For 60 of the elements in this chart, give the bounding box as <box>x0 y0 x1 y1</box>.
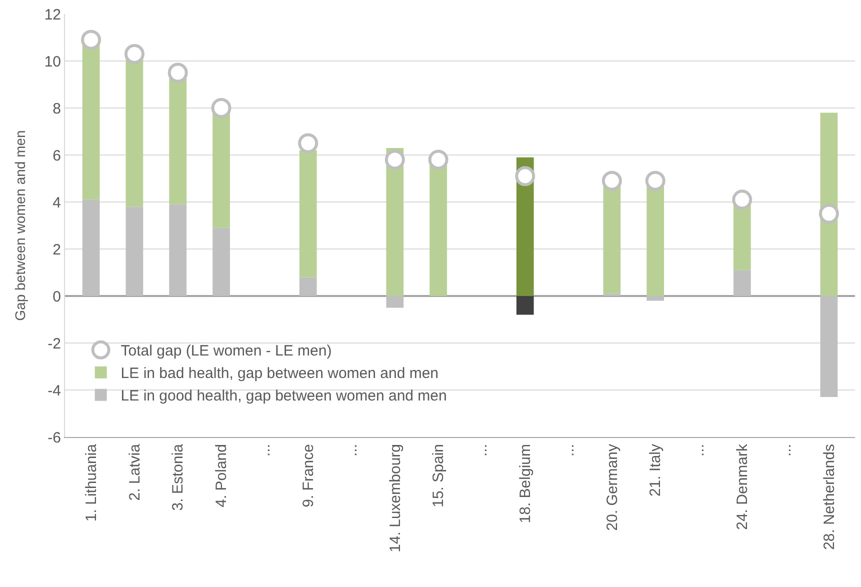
y-tick-label: 12 <box>44 6 61 24</box>
bar <box>386 296 404 308</box>
x-tick-label: 4. Poland <box>213 444 230 508</box>
y-tick-label: 4 <box>52 194 61 212</box>
y-tick-label: 2 <box>52 241 61 258</box>
x-tick-label: ... <box>343 444 360 457</box>
bar <box>603 183 621 294</box>
x-tick-label: ... <box>474 444 491 457</box>
x-tick-label: 2. Latvia <box>126 443 144 501</box>
bar <box>299 150 317 278</box>
bar <box>646 296 664 301</box>
x-tick-label: ... <box>690 444 708 457</box>
bar <box>126 58 144 207</box>
y-tick-label: -4 <box>48 382 61 400</box>
point <box>211 98 232 118</box>
x-tick-label: 28. Netherlands <box>820 444 838 550</box>
legend-label: LE in good health, gap between women and men <box>120 388 447 405</box>
point <box>515 166 536 186</box>
x-tick-label: 14. Luxembourg <box>386 444 404 552</box>
bar <box>126 206 144 296</box>
bar <box>169 204 187 296</box>
x-tick-label: ... <box>256 444 274 457</box>
bar <box>820 296 838 398</box>
point <box>732 190 752 210</box>
x-tick-label: ... <box>560 444 578 457</box>
y-axis-title: Gap between women and men <box>12 130 28 321</box>
x-tick-label: 9. France <box>300 444 317 508</box>
bar <box>733 270 751 296</box>
bar <box>516 296 534 315</box>
legend-label: LE in bad health, gap between women and men <box>120 365 439 382</box>
x-tick-label: 3. Estonia <box>170 443 187 511</box>
bar <box>212 228 230 296</box>
point <box>818 204 839 224</box>
y-tick-label: 0 <box>52 288 61 306</box>
bar <box>169 77 187 204</box>
y-tick-label: 6 <box>52 147 61 164</box>
x-tick-label: 21. Italy <box>647 444 664 497</box>
point <box>81 30 102 50</box>
y-tick-label: 8 <box>52 100 61 118</box>
point <box>124 44 144 64</box>
bar <box>733 204 751 270</box>
x-tick-label: 18. Belgium <box>516 444 534 524</box>
x-tick-label: 24. Denmark <box>734 444 752 530</box>
point <box>428 150 448 170</box>
x-tick-label: 1. Lithuania <box>82 443 100 522</box>
point <box>298 133 318 154</box>
bar <box>299 277 317 296</box>
y-tick-label: 10 <box>44 53 61 70</box>
bar <box>212 112 230 228</box>
y-tick-label: -2 <box>48 335 61 352</box>
bar <box>82 200 100 296</box>
legend-label: Total gap (LE women - LE men) <box>120 342 332 360</box>
x-tick-label: 15. Spain <box>430 444 448 508</box>
point <box>602 170 622 191</box>
point <box>168 62 188 83</box>
point <box>384 150 405 170</box>
point <box>645 170 666 191</box>
x-tick-label: 20. Germany <box>604 444 621 531</box>
x-tick-label: ... <box>777 444 794 457</box>
y-tick-label: -6 <box>48 429 61 446</box>
